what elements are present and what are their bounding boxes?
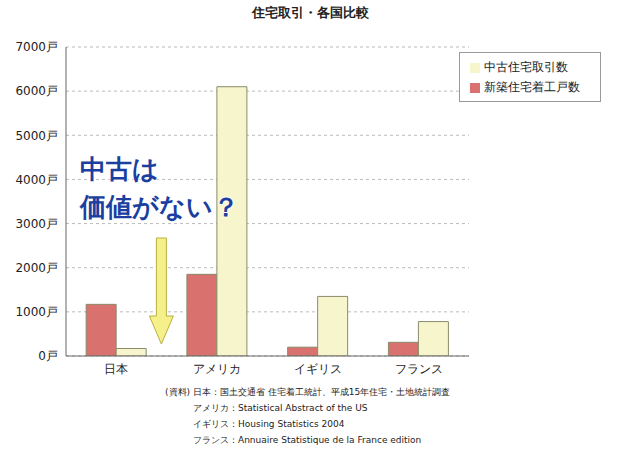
svg-text:7000戸: 7000戸	[15, 40, 58, 54]
svg-text:3000戸: 3000戸	[15, 217, 58, 231]
svg-text:0戸: 0戸	[38, 349, 58, 363]
svg-text:アメリカ: アメリカ	[193, 362, 241, 376]
svg-text:2000戸: 2000戸	[15, 261, 58, 275]
html-text:イギリス：Housing Statistics 2004: イギリス：Housing Statistics 2004	[193, 419, 345, 429]
html-text:中古は: 中古は	[80, 154, 159, 184]
svg-text:日本: 日本	[104, 362, 128, 376]
html-text:フランス：Annuaire Statistique de l: フランス：Annuaire Statistique de la France e…	[193, 435, 422, 445]
html-text:価値がない？: 価値がない？	[80, 192, 239, 222]
svg-text:1000戸: 1000戸	[15, 305, 58, 319]
html-text:新築住宅着工戸数: 新築住宅着工戸数	[484, 80, 580, 94]
svg-text:イギリス: イギリス	[294, 362, 342, 376]
svg-text:6000戸: 6000戸	[15, 84, 58, 98]
svg-text:5000戸: 5000戸	[15, 129, 58, 143]
html-text:中古住宅取引数: 中古住宅取引数	[484, 60, 568, 74]
html-text:(資料) 日本：国土交通省 住宅着工統計、平成15年住宅・土: (資料) 日本：国土交通省 住宅着工統計、平成15年住宅・土地統計調査	[165, 387, 451, 397]
html-text:アメリカ：Statistical Abstract of t: アメリカ：Statistical Abstract of the US	[193, 403, 368, 413]
html-text:住宅取引・各国比較: 住宅取引・各国比較	[252, 5, 369, 20]
svg-text:4000戸: 4000戸	[15, 173, 58, 187]
svg-text:フランス: フランス	[395, 362, 443, 376]
